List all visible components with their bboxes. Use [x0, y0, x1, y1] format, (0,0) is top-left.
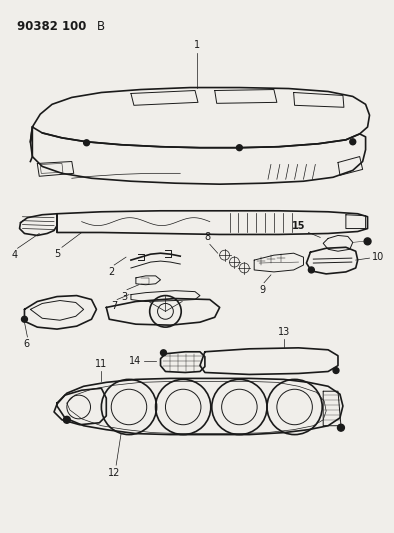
Circle shape	[63, 416, 70, 423]
Circle shape	[309, 267, 314, 273]
Circle shape	[338, 424, 344, 431]
Circle shape	[350, 139, 356, 145]
Text: 3: 3	[121, 292, 127, 302]
Circle shape	[333, 368, 339, 374]
Text: 10: 10	[372, 252, 384, 262]
Circle shape	[364, 238, 371, 245]
Circle shape	[160, 350, 166, 356]
Text: B: B	[97, 20, 104, 33]
Circle shape	[84, 140, 89, 146]
Text: 8: 8	[205, 232, 211, 243]
Text: 13: 13	[278, 327, 290, 337]
Text: 90382 100: 90382 100	[17, 20, 86, 33]
Text: 9: 9	[259, 285, 265, 295]
Circle shape	[22, 316, 28, 322]
Text: 4: 4	[11, 250, 18, 260]
Text: 11: 11	[95, 359, 108, 368]
Circle shape	[236, 145, 242, 151]
Text: 6: 6	[23, 339, 30, 349]
Text: 15: 15	[292, 221, 305, 230]
Text: 5: 5	[54, 249, 60, 259]
Text: 2: 2	[108, 267, 114, 277]
Text: 12: 12	[108, 468, 121, 478]
Text: 7: 7	[111, 302, 117, 311]
Text: 1: 1	[194, 40, 200, 50]
Text: 14: 14	[128, 356, 141, 366]
